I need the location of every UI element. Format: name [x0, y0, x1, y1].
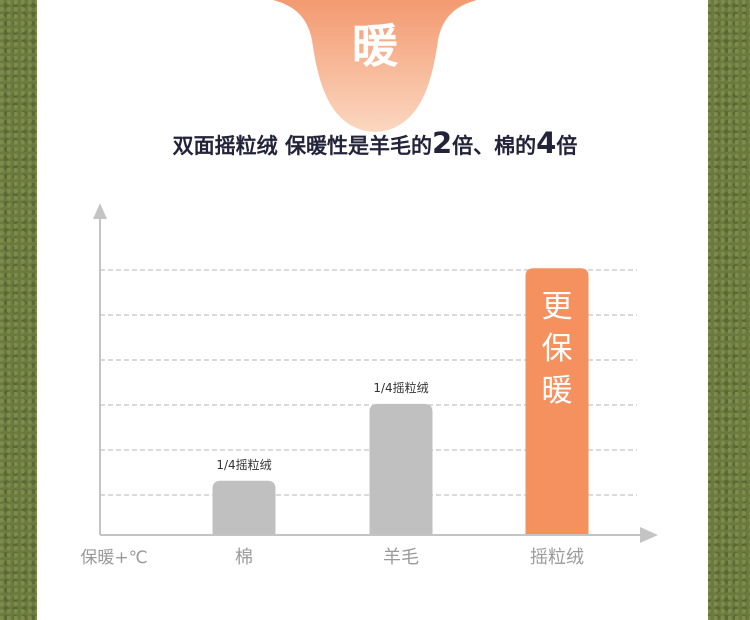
bar [212, 480, 276, 535]
bar-label: 1/4摇粒绒 [373, 380, 428, 395]
x-axis-arrow [640, 527, 658, 543]
title-part: 倍 [556, 134, 578, 158]
y-axis-arrow [93, 203, 107, 219]
title-number: 4 [536, 126, 557, 160]
bar [369, 403, 433, 535]
title-part: 双面摇粒绒 保暖性是羊毛的 [172, 134, 432, 158]
x-tick-label: 棉 [235, 547, 253, 568]
bar-label: 1/4摇粒绒 [216, 457, 271, 472]
badge-shape [273, 0, 477, 132]
x-tick-label: 摇粒绒 [530, 547, 584, 568]
page-title: 双面摇粒绒 保暖性是羊毛的2倍、棉的4倍 [0, 126, 750, 160]
x-tick-label: 羊毛 [383, 547, 419, 568]
y-axis-label: 保暖+℃ [80, 548, 147, 568]
bar [525, 268, 589, 535]
bar-label: 更保暖 [541, 289, 573, 410]
badge-text: 暖 [352, 19, 398, 73]
title-number: 2 [431, 126, 453, 160]
title-part: 倍、棉的 [452, 134, 537, 158]
